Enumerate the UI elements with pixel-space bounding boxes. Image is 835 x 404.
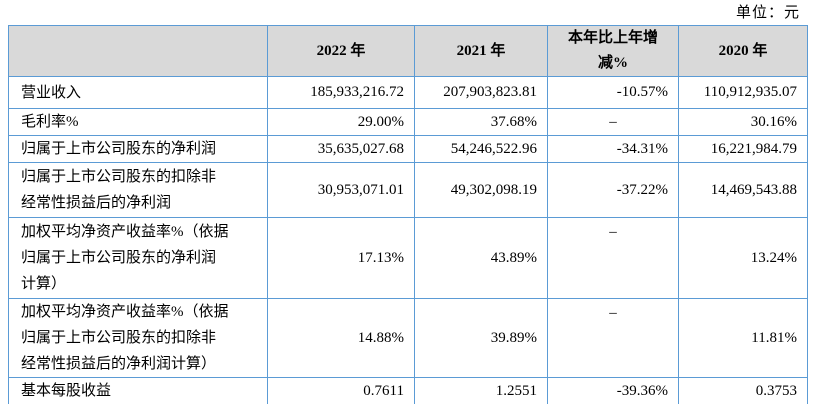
table-header-row: 2022 年 2021 年 本年比上年增 减% 2020 年 xyxy=(8,25,808,77)
value-2020: 30.16% xyxy=(678,108,808,136)
row-label: 加权平均净资产收益率%（依据 归属于上市公司股东的净利润 计算） xyxy=(8,217,268,299)
header-empty-cell xyxy=(8,25,268,77)
value-change: -39.36% xyxy=(547,377,679,404)
header-year-2022: 2022 年 xyxy=(267,25,415,77)
table-row-revenue: 营业收入 185,933,216.72 207,903,823.81 -10.5… xyxy=(8,76,808,109)
value-2021: 54,246,522.96 xyxy=(414,135,548,163)
row-label: 加权平均净资产收益率%（依据 归属于上市公司股东的扣除非 经常性损益后的净利润计… xyxy=(8,298,268,378)
value-change: – xyxy=(547,217,679,299)
table-row-net-profit: 归属于上市公司股东的净利润 35,635,027.68 54,246,522.9… xyxy=(8,135,808,163)
value-2020: 14,469,543.88 xyxy=(678,162,808,218)
row-label: 归属于上市公司股东的扣除非 经常性损益后的净利润 xyxy=(8,162,268,218)
value-2020: 16,221,984.79 xyxy=(678,135,808,163)
table-row-gross-margin: 毛利率% 29.00% 37.68% – 30.16% xyxy=(8,108,808,136)
unit-label: 单位：元 xyxy=(735,5,800,21)
value-change: -37.22% xyxy=(547,162,679,218)
header-yoy-change: 本年比上年增 减% xyxy=(547,25,679,77)
row-label: 毛利率% xyxy=(8,108,268,136)
value-2022: 185,933,216.72 xyxy=(267,76,415,109)
row-label: 基本每股收益 xyxy=(8,377,268,404)
table-row-basic-eps: 基本每股收益 0.7611 1.2551 -39.36% 0.3753 xyxy=(8,377,808,404)
value-2022: 30,953,071.01 xyxy=(267,162,415,218)
value-2021: 49,302,098.19 xyxy=(414,162,548,218)
header-year-2020: 2020 年 xyxy=(678,25,808,77)
value-2022: 35,635,027.68 xyxy=(267,135,415,163)
value-2022: 14.88% xyxy=(267,298,415,378)
value-2021: 207,903,823.81 xyxy=(414,76,548,109)
table-row-weighted-roe: 加权平均净资产收益率%（依据 归属于上市公司股东的净利润 计算） 17.13% … xyxy=(8,217,808,299)
table-row-net-profit-deducted: 归属于上市公司股东的扣除非 经常性损益后的净利润 30,953,071.01 4… xyxy=(8,162,808,218)
value-change: – xyxy=(547,108,679,136)
row-label: 营业收入 xyxy=(8,76,268,109)
header-year-2021: 2021 年 xyxy=(414,25,548,77)
value-2022: 0.7611 xyxy=(267,377,415,404)
value-change: – xyxy=(547,298,679,378)
row-label: 归属于上市公司股东的净利润 xyxy=(8,135,268,163)
value-2021: 43.89% xyxy=(414,217,548,299)
value-2021: 39.89% xyxy=(414,298,548,378)
value-2020: 0.3753 xyxy=(678,377,808,404)
value-2020: 13.24% xyxy=(678,217,808,299)
value-2020: 11.81% xyxy=(678,298,808,378)
value-2020: 110,912,935.07 xyxy=(678,76,808,109)
value-2021: 37.68% xyxy=(414,108,548,136)
financial-summary-table: 2022 年 2021 年 本年比上年增 减% 2020 年 营业收入 185,… xyxy=(8,25,808,404)
value-change: -10.57% xyxy=(547,76,679,109)
value-change: -34.31% xyxy=(547,135,679,163)
value-2021: 1.2551 xyxy=(414,377,548,404)
value-2022: 29.00% xyxy=(267,108,415,136)
value-2022: 17.13% xyxy=(267,217,415,299)
table-row-weighted-roe-deducted: 加权平均净资产收益率%（依据 归属于上市公司股东的扣除非 经常性损益后的净利润计… xyxy=(8,298,808,378)
